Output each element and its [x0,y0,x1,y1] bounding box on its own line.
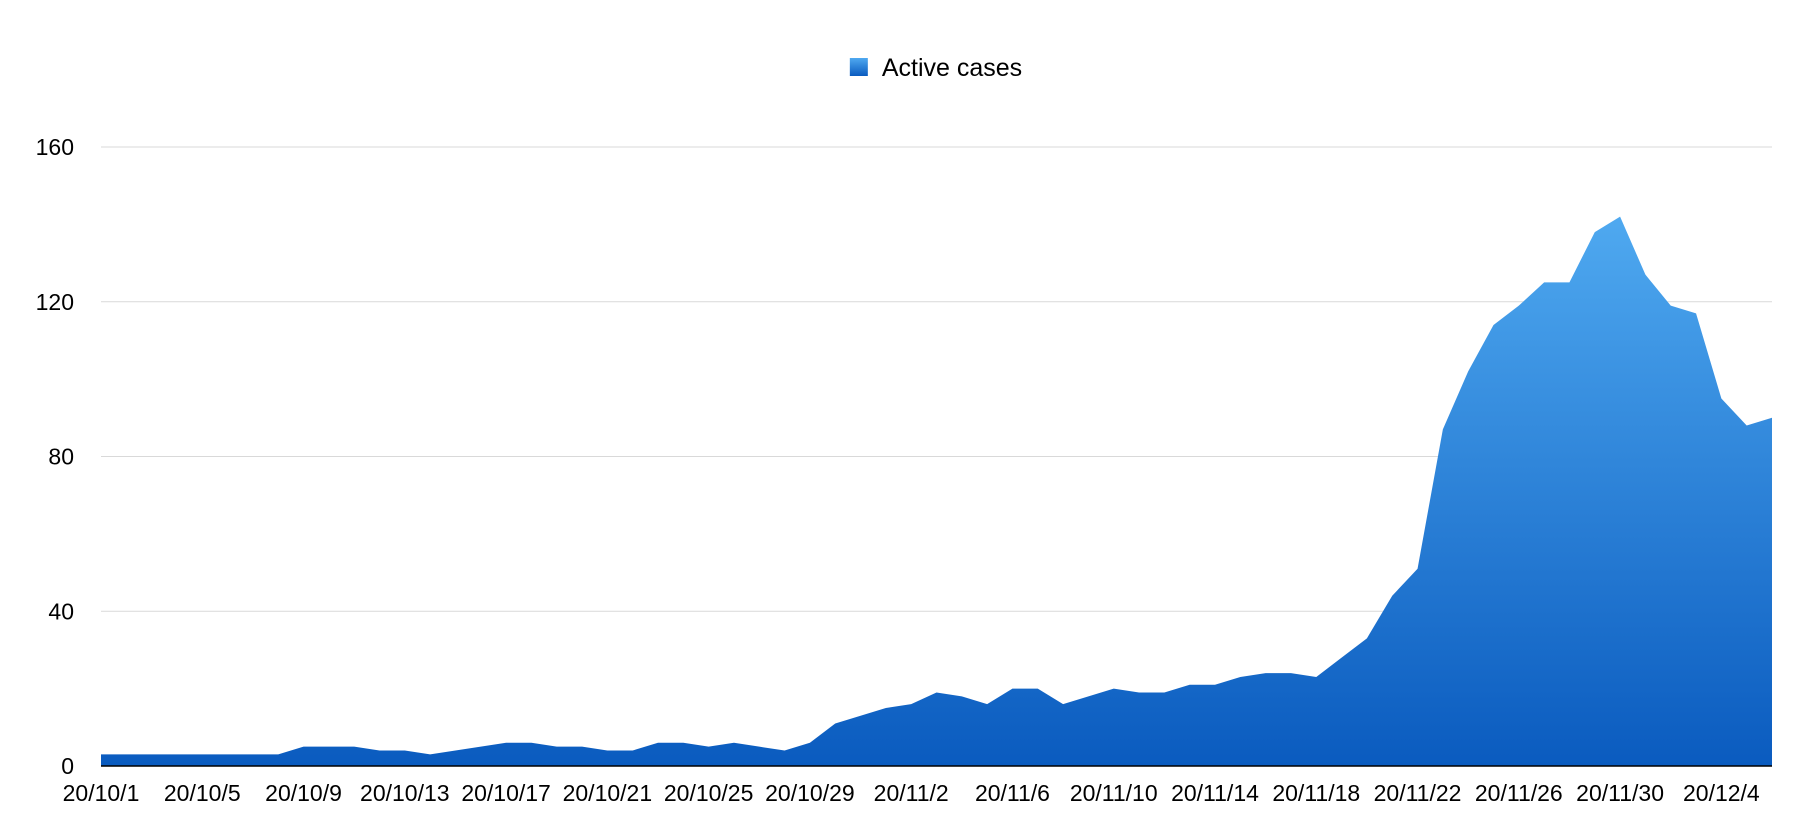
chart-legend: Active cases [849,54,1022,82]
x-tick-label: 20/10/25 [664,780,754,806]
area-series-active-cases [101,216,1772,766]
legend-label-active-cases: Active cases [882,54,1022,82]
x-tick-label: 20/10/17 [461,780,551,806]
x-tick-label: 20/11/22 [1374,780,1462,806]
x-tick-label: 20/11/30 [1576,780,1664,806]
x-tick-label: 20/10/1 [63,780,140,806]
x-tick-label: 20/10/21 [563,780,653,806]
area-fill-active-cases [101,216,1772,766]
y-tick-label: 0 [61,753,74,779]
x-tick-label: 20/10/9 [265,780,342,806]
y-tick-label: 160 [36,134,74,160]
x-tick-label: 20/11/14 [1171,780,1259,806]
x-tick-label: 20/10/13 [360,780,450,806]
legend-swatch-active-cases [849,58,868,76]
x-tick-label: 20/11/6 [975,780,1050,806]
x-tick-label: 20/11/18 [1272,780,1360,806]
x-tick-label: 20/12/4 [1683,780,1760,806]
x-tick-label: 20/11/2 [874,780,949,806]
x-axis-tick-labels: 20/10/1 20/10/5 20/10/9 20/10/13 20/10/17 20/… [63,780,1760,806]
x-tick-label: 20/10/29 [765,780,855,806]
y-tick-label: 120 [36,289,74,315]
x-tick-label: 20/11/26 [1475,780,1563,806]
x-tick-label: 20/10/5 [164,780,241,806]
y-tick-label: 40 [48,598,74,624]
y-axis-tick-labels: 0 40 80 120 160 [36,134,74,779]
x-tick-label: 20/11/10 [1070,780,1158,806]
y-tick-label: 80 [48,444,74,470]
